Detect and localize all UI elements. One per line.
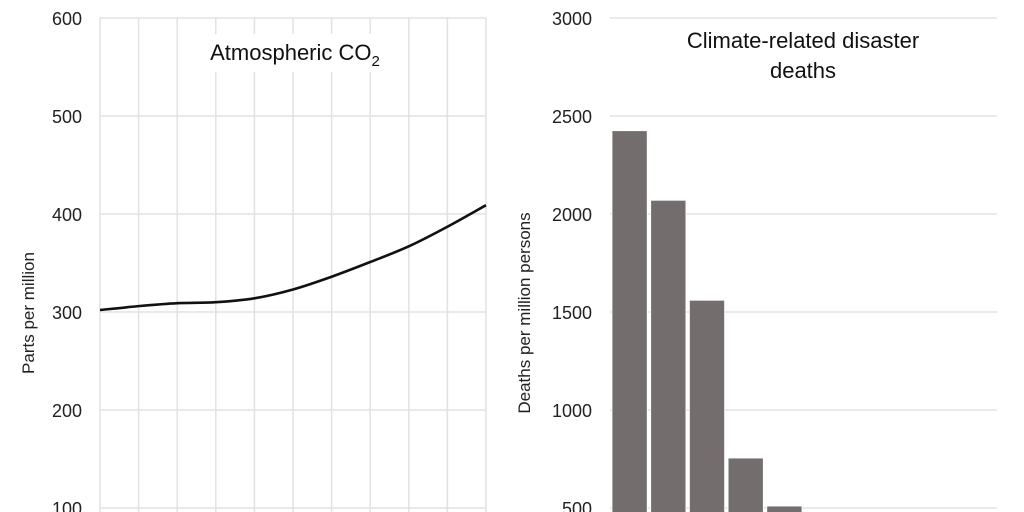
- deaths-y-tick-label: 500: [562, 499, 592, 512]
- deaths-y-axis-label: Deaths per million persons: [515, 212, 534, 413]
- deaths-y-tick-label: 3000: [552, 9, 592, 29]
- disaster-deaths-chart: 3000 2500 2000 1500 1000 500 Climate-related …: [515, 9, 997, 512]
- co2-y-tick-label: 400: [52, 205, 82, 225]
- deaths-y-tick-label: 1000: [552, 401, 592, 421]
- deaths-bar: [727, 457, 764, 512]
- co2-y-tick-label: 100: [52, 499, 82, 512]
- deaths-y-tick-label: 2000: [552, 205, 592, 225]
- co2-chart: 600 500 400 300 200 100 Atmospheric CO2 Parts…: [19, 9, 487, 512]
- deaths-y-tick-label: 2500: [552, 107, 592, 127]
- deaths-bar: [650, 199, 687, 512]
- co2-chart-title: Atmospheric CO2: [210, 40, 380, 70]
- deaths-bar: [611, 130, 648, 512]
- deaths-bar: [689, 299, 726, 512]
- co2-title-bg: [185, 34, 405, 72]
- deaths-chart-title-line2: deaths: [770, 58, 836, 83]
- co2-y-tick-label: 300: [52, 303, 82, 323]
- deaths-chart-title-line1: Climate-related disaster: [687, 28, 919, 53]
- co2-series-line: [99, 204, 487, 312]
- deaths-bar: [766, 505, 803, 512]
- co2-y-tick-label: 500: [52, 107, 82, 127]
- co2-y-tick-label: 600: [52, 9, 82, 29]
- co2-y-tick-label: 200: [52, 401, 82, 421]
- co2-y-axis-label: Parts per million: [19, 252, 38, 374]
- deaths-y-tick-label: 1500: [552, 303, 592, 323]
